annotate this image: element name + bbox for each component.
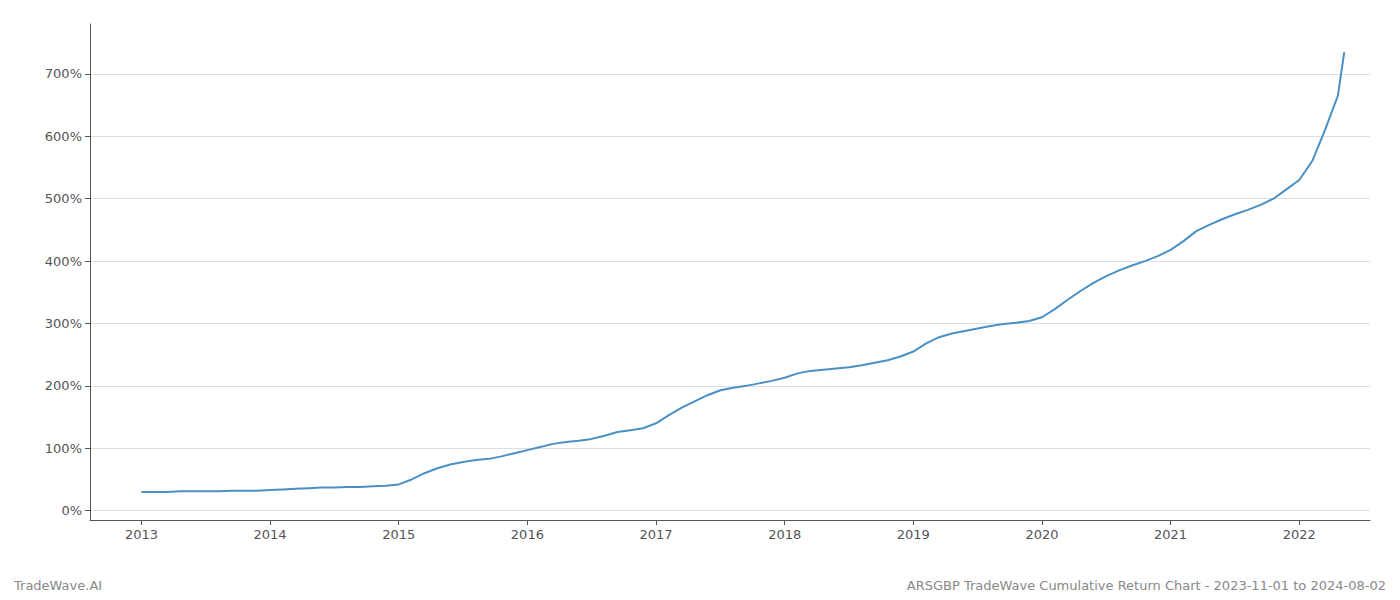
svg-text:400%: 400% <box>45 254 82 269</box>
svg-text:2021: 2021 <box>1154 527 1187 542</box>
svg-text:500%: 500% <box>45 191 82 206</box>
svg-text:2022: 2022 <box>1283 527 1316 542</box>
svg-text:200%: 200% <box>45 378 82 393</box>
svg-text:TradeWave.AI: TradeWave.AI <box>13 578 102 593</box>
svg-text:2019: 2019 <box>897 527 930 542</box>
svg-text:2016: 2016 <box>511 527 544 542</box>
svg-text:2015: 2015 <box>382 527 415 542</box>
svg-text:600%: 600% <box>45 129 82 144</box>
svg-text:0%: 0% <box>61 503 82 518</box>
svg-text:2017: 2017 <box>639 527 672 542</box>
svg-text:300%: 300% <box>45 316 82 331</box>
svg-text:ARSGBP TradeWave Cumulative Re: ARSGBP TradeWave Cumulative Return Chart… <box>907 578 1386 593</box>
svg-text:2020: 2020 <box>1025 527 1058 542</box>
svg-text:2013: 2013 <box>125 527 158 542</box>
svg-text:2014: 2014 <box>254 527 287 542</box>
svg-text:700%: 700% <box>45 66 82 81</box>
svg-text:2018: 2018 <box>768 527 801 542</box>
svg-text:100%: 100% <box>45 441 82 456</box>
